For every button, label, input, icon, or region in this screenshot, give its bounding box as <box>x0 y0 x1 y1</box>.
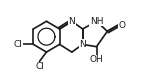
Text: NH: NH <box>90 17 103 26</box>
Text: OH: OH <box>90 55 103 64</box>
Text: Cl: Cl <box>14 40 23 49</box>
Text: Cl: Cl <box>35 62 44 71</box>
Text: N: N <box>69 17 75 26</box>
Text: O: O <box>119 21 126 30</box>
Text: N: N <box>79 40 86 49</box>
